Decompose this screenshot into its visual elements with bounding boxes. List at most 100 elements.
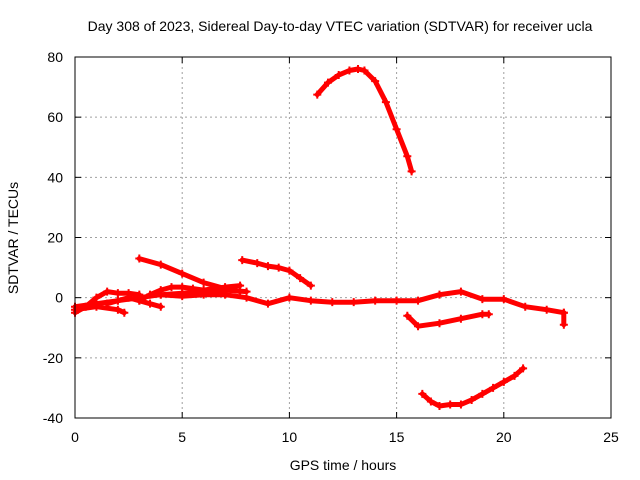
data-point-marker [418,389,427,398]
x-tick-label: 0 [71,429,79,445]
series-line [314,66,415,174]
data-point-marker [360,66,369,75]
data-point-marker [178,289,187,298]
data-point-marker [92,302,101,311]
data-point-marker [242,287,251,296]
data-point-marker [135,254,144,263]
data-point-marker [489,383,498,392]
data-point-marker [371,77,380,86]
data-point-marker [156,260,165,269]
data-point-marker [467,395,476,404]
data-point-marker [113,289,122,298]
y-tick-label: 0 [55,290,63,306]
x-tick-label: 20 [496,429,512,445]
data-point-marker [456,287,465,296]
data-point-marker [103,299,112,308]
data-point-marker [521,302,530,311]
data-point-marker [263,262,272,271]
data-point-marker [559,308,568,317]
axis-ticks: 0 5 10 15 20 25 -40 -20 0 20 40 60 80 [43,49,619,445]
data-point-marker [414,322,423,331]
y-tick-label: 80 [47,49,63,65]
x-tick-label: 10 [282,429,298,445]
data-point-marker [263,299,272,308]
data-point-marker [414,296,423,305]
data-point-marker [478,389,487,398]
data-point-marker [349,298,358,307]
data-point-marker [435,290,444,299]
data-point-marker [306,281,315,290]
data-point-marker [274,263,283,272]
data-point-marker [103,287,112,296]
series-arc-11 [559,308,568,329]
y-tick-label: -20 [43,350,63,366]
data-point-marker [435,401,444,410]
data-point-marker [446,400,455,409]
data-point-marker [519,364,528,373]
data-point-marker [120,308,129,317]
data-point-marker [285,293,294,302]
data-point-marker [124,293,133,302]
y-tick-label: -40 [43,410,63,426]
y-tick-label: 60 [47,109,63,125]
data-point-marker [403,311,412,320]
x-tick-label: 15 [389,429,405,445]
data-point-marker [238,256,247,265]
grid-lines [75,57,611,418]
data-point-marker [328,298,337,307]
data-point-marker [478,295,487,304]
data-point-marker [167,283,176,292]
data-point-marker [285,266,294,275]
data-point-marker [178,269,187,278]
data-point-marker [313,90,322,99]
data-point-marker [484,310,493,319]
y-tick-label: 40 [47,169,63,185]
data-point-marker [146,290,155,299]
x-tick-label: 25 [603,429,619,445]
data-point-marker [146,299,155,308]
data-point-marker [199,287,208,296]
data-point-marker [392,125,401,134]
series-line [104,295,164,310]
data-series [71,65,568,410]
data-point-marker [323,78,332,87]
series-arc-6 [156,286,251,299]
data-point-marker [221,286,230,295]
data-point-marker [296,274,305,283]
data-point-marker [435,319,444,328]
x-axis-title: GPS time / hours [290,457,397,473]
data-point-marker [92,293,101,302]
data-point-marker [135,296,144,305]
data-point-marker [113,305,122,314]
data-point-marker [371,296,380,305]
data-point-marker [499,377,508,386]
data-point-marker [113,296,122,305]
x-tick-label: 5 [178,429,186,445]
data-point-marker [456,314,465,323]
data-point-marker [499,295,508,304]
data-point-marker [426,397,435,406]
data-point-marker [542,305,551,314]
series-arc-10 [418,364,528,410]
data-point-marker [403,152,412,161]
series-arc-7 [238,256,315,290]
series-arc-8 [313,65,416,176]
series-line [72,304,127,316]
data-point-marker [381,98,390,107]
data-point-marker [156,302,165,311]
data-point-marker [156,290,165,299]
data-point-marker [456,400,465,409]
series-arc-9 [403,310,493,331]
chart-title: Day 308 of 2023, Sidereal Day-to-day VTE… [88,18,593,34]
data-point-marker [199,278,208,287]
series-line [404,311,492,329]
data-point-marker [334,71,343,80]
data-point-marker [407,167,416,176]
y-tick-label: 20 [47,230,63,246]
data-point-marker [559,320,568,329]
data-point-marker [354,65,363,74]
data-point-marker [345,66,354,75]
data-point-marker [253,259,262,268]
y-axis-title: SDTVAR / TECUs [5,182,21,294]
